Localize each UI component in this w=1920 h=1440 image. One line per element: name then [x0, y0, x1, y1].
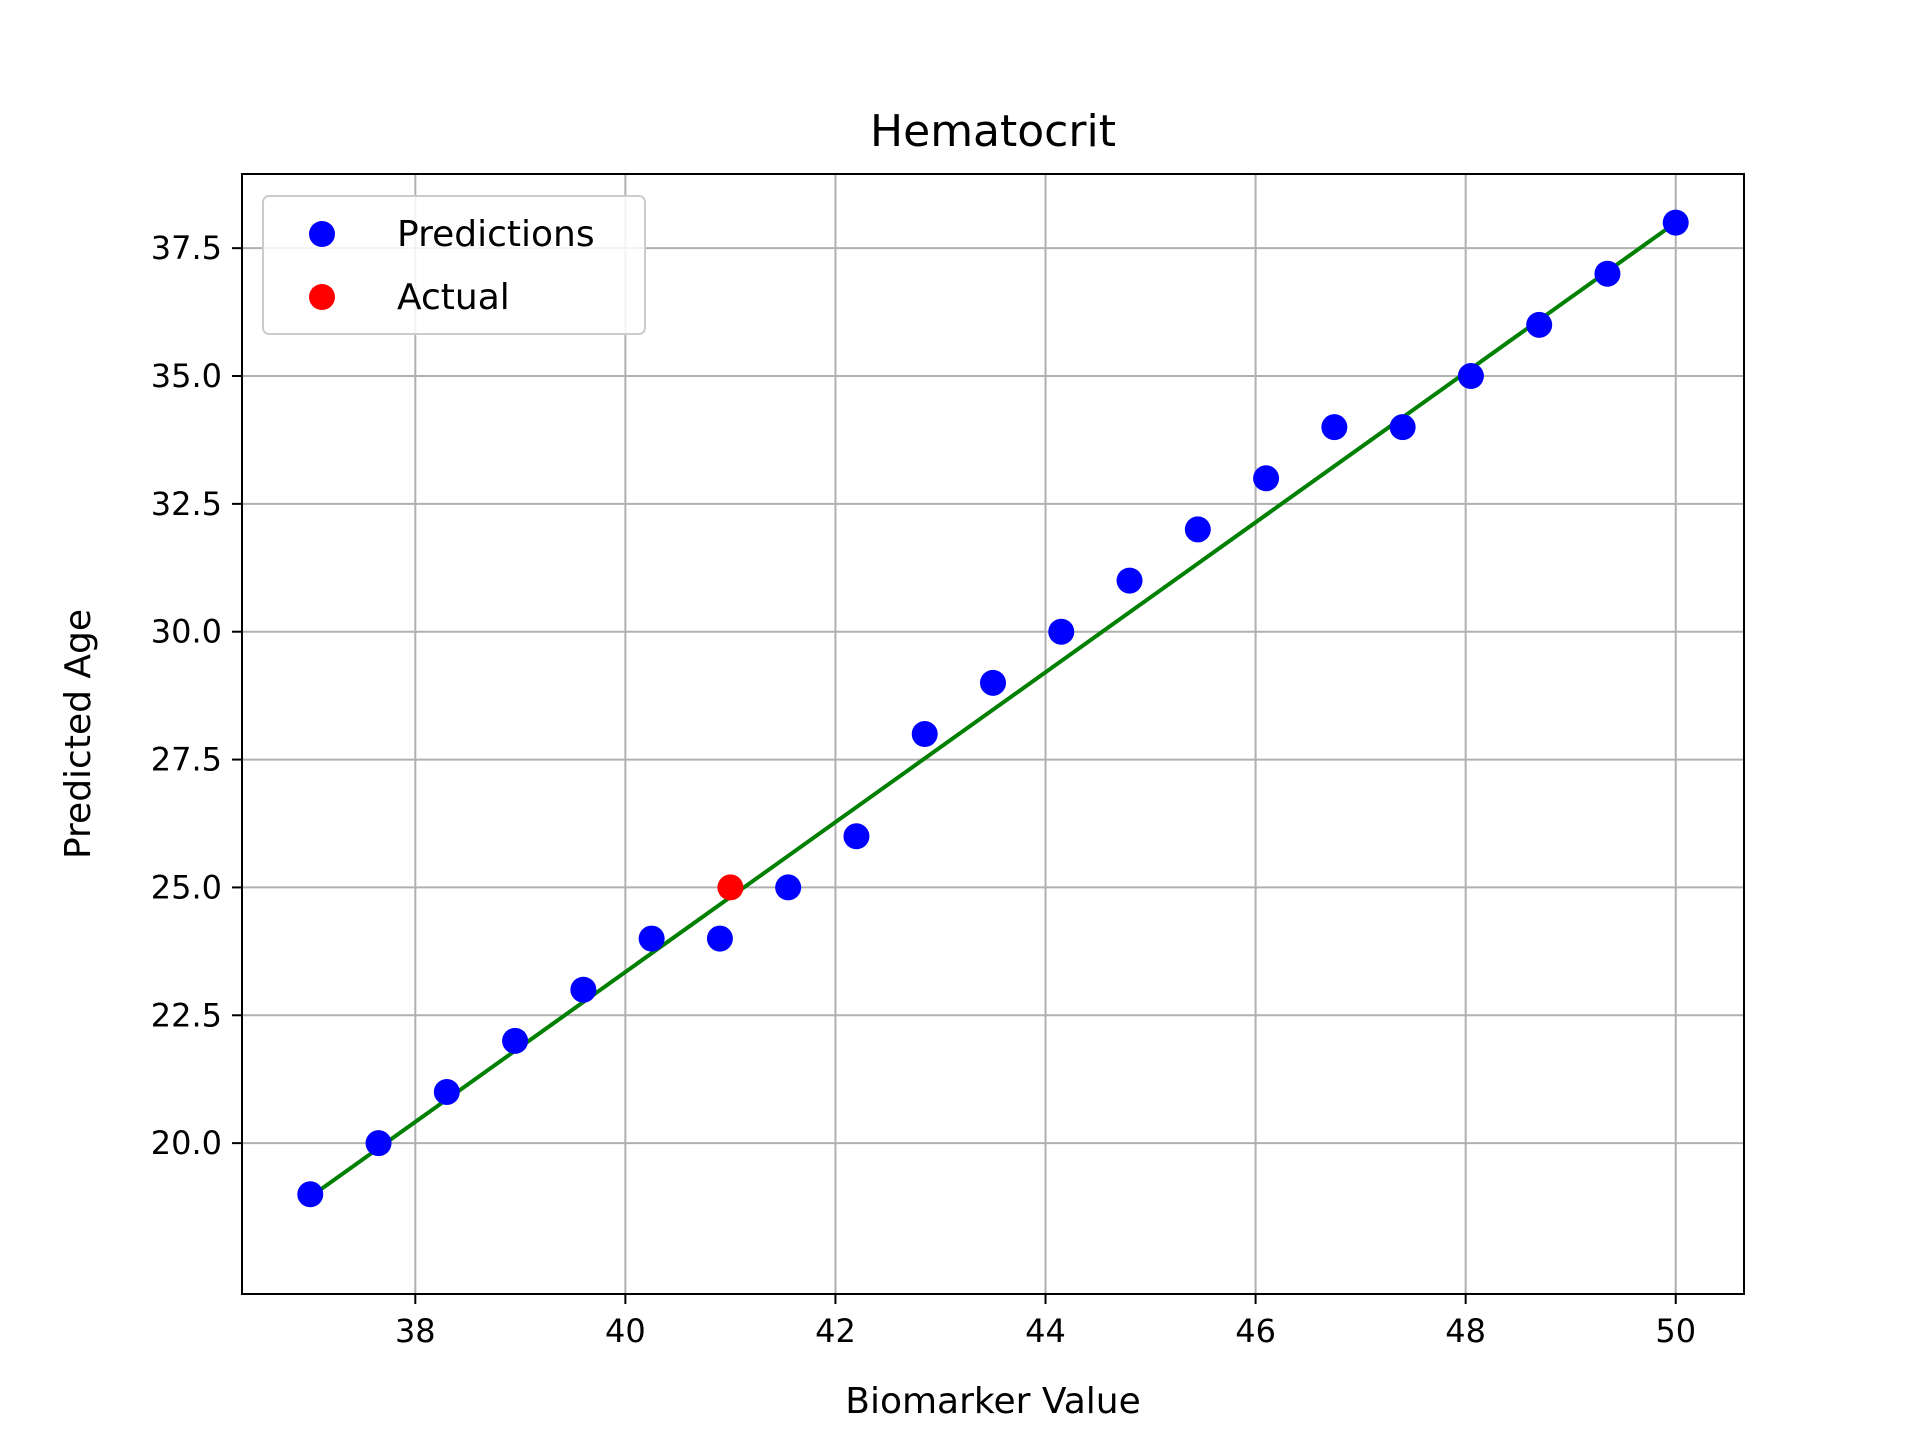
x-axis-label: Biomarker Value — [845, 1381, 1140, 1422]
actual-point — [717, 874, 744, 901]
predictions-point — [638, 925, 665, 952]
predictions-point — [1253, 465, 1280, 492]
predictions-point — [570, 976, 597, 1003]
chart-title: Hematocrit — [870, 106, 1116, 157]
y-tick-label: 20.0 — [151, 1124, 222, 1162]
y-tick-label: 22.5 — [151, 996, 222, 1034]
y-tick-label: 35.0 — [151, 357, 222, 395]
predictions-point — [1048, 618, 1075, 645]
legend-box — [262, 195, 646, 335]
predictions-point — [1662, 209, 1689, 236]
y-tick-label: 32.5 — [151, 485, 222, 523]
predictions-point — [297, 1181, 324, 1208]
predictions-point — [502, 1027, 529, 1054]
x-axis-ticks: 38 40 42 44 46 48 50 — [395, 1294, 1696, 1350]
legend-marker-actual — [309, 284, 335, 310]
x-tick-label: 42 — [815, 1312, 856, 1350]
legend: Predictions Actual — [262, 195, 646, 335]
y-tick-label: 25.0 — [151, 868, 222, 906]
predictions-point — [1321, 414, 1348, 441]
predictions-point — [775, 874, 802, 901]
x-tick-label: 50 — [1655, 1312, 1696, 1350]
predictions-point — [1526, 311, 1553, 338]
predictions-point — [1116, 567, 1143, 594]
predictions-point — [1594, 260, 1621, 287]
x-tick-label: 44 — [1025, 1312, 1066, 1350]
legend-marker-predictions — [309, 221, 335, 247]
fit-line-layer — [309, 220, 1677, 1199]
predictions-point — [706, 925, 733, 952]
y-axis-label: Predicted Age — [58, 609, 99, 859]
plot-frame — [241, 173, 1745, 1295]
x-tick-label: 48 — [1445, 1312, 1486, 1350]
scatter-points — [297, 209, 1689, 1208]
predictions-point — [1184, 516, 1211, 543]
y-tick-label: 37.5 — [151, 229, 222, 267]
predictions-point — [1389, 414, 1416, 441]
grid — [242, 174, 1744, 1294]
fit-line — [309, 220, 1677, 1199]
legend-label-predictions: Predictions — [397, 214, 595, 255]
predictions-point — [980, 669, 1006, 696]
y-axis-ticks: 20.0 22.5 25.0 27.5 30.0 32.5 35.0 37.5 — [151, 229, 242, 1162]
y-tick-label: 30.0 — [151, 613, 222, 651]
x-tick-label: 46 — [1235, 1312, 1276, 1350]
predictions-point — [433, 1078, 460, 1105]
predictions-point — [911, 721, 938, 747]
x-tick-label: 38 — [395, 1312, 436, 1350]
predictions-point — [365, 1130, 392, 1157]
x-tick-label: 40 — [605, 1312, 646, 1350]
legend-label-actual: Actual — [397, 277, 510, 318]
predictions-point — [843, 823, 870, 850]
y-tick-label: 27.5 — [151, 741, 222, 779]
predictions-point — [1457, 363, 1484, 390]
